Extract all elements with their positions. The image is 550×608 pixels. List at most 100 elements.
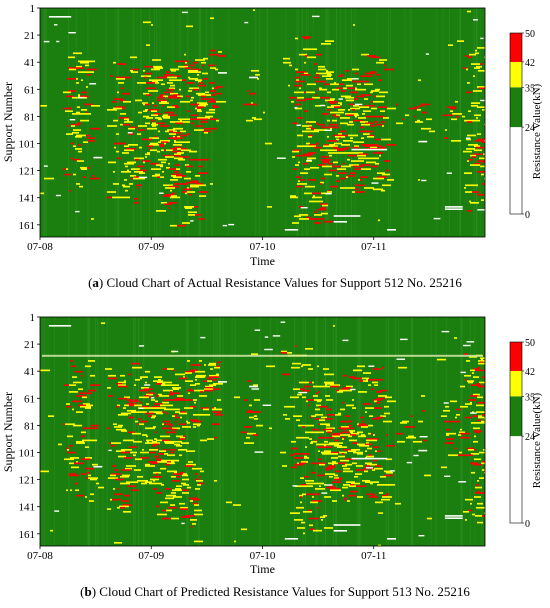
heatmap-cell — [484, 125, 485, 127]
heatmap-cell — [379, 154, 381, 157]
heatmap-cell — [333, 432, 342, 435]
y-tick-label: 161 — [19, 220, 36, 232]
heatmap-cell — [380, 100, 384, 103]
heatmap-cell — [336, 389, 339, 392]
heatmap-streak — [394, 317, 396, 546]
heatmap-cell — [150, 407, 160, 409]
heatmap-cell — [193, 419, 198, 422]
heatmap-cell — [148, 90, 158, 92]
heatmap-cell — [195, 125, 203, 127]
heatmap-cell — [343, 470, 353, 473]
heatmap-cell — [124, 179, 127, 181]
heatmap-cell — [475, 486, 482, 489]
heatmap-cell — [330, 102, 335, 104]
heatmap-cell — [170, 392, 180, 395]
heatmap-cell — [202, 395, 207, 397]
heatmap-cell — [177, 224, 186, 227]
heatmap-cell — [134, 176, 140, 179]
heatmap-cell — [314, 214, 322, 216]
heatmap-cell — [101, 322, 105, 325]
heatmap-cell — [153, 475, 162, 478]
colorbar-segment — [510, 127, 522, 214]
heatmap-gap — [218, 72, 227, 74]
colorbar-tick-label: 50 — [525, 338, 535, 349]
heatmap-cell — [293, 168, 297, 170]
heatmap-cell — [174, 170, 179, 173]
heatmap-streak — [187, 317, 189, 546]
heatmap-cell — [181, 442, 189, 444]
heatmap-cell — [330, 127, 332, 130]
heatmap-cell — [347, 123, 354, 126]
heatmap-cell — [117, 91, 119, 94]
heatmap-cell — [316, 142, 319, 145]
heatmap-cell — [131, 411, 140, 413]
heatmap-cell — [386, 484, 395, 486]
heatmap-cell — [162, 383, 165, 385]
heatmap-cell — [465, 184, 472, 187]
heatmap-cell — [375, 450, 377, 453]
heatmap-cell — [297, 117, 303, 119]
heatmap-cell — [454, 337, 457, 339]
heatmap-cell — [170, 148, 177, 150]
heatmap-cell — [173, 369, 175, 372]
heatmap-cell — [147, 127, 157, 130]
heatmap-cell — [211, 94, 215, 96]
heatmap-cell — [85, 64, 89, 67]
heatmap-cell — [387, 179, 394, 181]
heatmap-cell — [164, 408, 171, 411]
heatmap-cell — [241, 528, 247, 531]
heatmap-cell — [177, 152, 184, 154]
heatmap-cell — [484, 512, 485, 514]
heatmap-cell — [202, 72, 208, 75]
heatmap-cell — [368, 432, 371, 435]
heatmap-cell — [480, 165, 485, 168]
heatmap-cell — [156, 164, 163, 166]
heatmap-cell — [216, 365, 220, 368]
heatmap-cell — [253, 384, 258, 386]
heatmap-cell — [324, 444, 326, 447]
heatmap-cell — [332, 461, 336, 463]
heatmap-cell — [302, 36, 311, 38]
heatmap-cell — [129, 133, 134, 135]
heatmap-cell — [295, 76, 300, 79]
heatmap-cell — [445, 405, 449, 408]
heatmap-cell — [317, 218, 324, 220]
heatmap-cell — [63, 91, 71, 94]
heatmap-cell — [310, 528, 315, 531]
heatmap-cell — [131, 489, 139, 492]
heatmap-gap — [466, 341, 475, 343]
heatmap-cell — [312, 428, 319, 431]
heatmap-cell — [164, 91, 173, 94]
heatmap-cell — [78, 94, 80, 96]
heatmap-cell — [181, 482, 186, 485]
heatmap-cell — [198, 94, 204, 96]
heatmap-cell — [334, 152, 340, 154]
heatmap-cell — [293, 388, 300, 391]
heatmap-cell — [297, 183, 302, 185]
heatmap-cell — [455, 447, 457, 450]
heatmap-cell — [136, 184, 142, 187]
heatmap-cell — [194, 513, 203, 516]
heatmap-cell — [247, 380, 251, 382]
heatmap-cell — [466, 148, 475, 150]
heatmap-cell — [297, 462, 299, 465]
heatmap-streak — [442, 8, 444, 237]
heatmap-cell — [341, 74, 343, 76]
heatmap-cell — [361, 168, 371, 170]
heatmap-cell — [203, 380, 207, 382]
heatmap-cell — [81, 91, 87, 94]
heatmap-cell — [304, 457, 309, 459]
y-tick-label: 81 — [24, 420, 35, 432]
heatmap-cell — [152, 102, 154, 104]
heatmap-cell — [191, 364, 201, 366]
heatmap-cell — [473, 153, 483, 156]
heatmap-cell — [306, 216, 311, 219]
heatmap-cell — [335, 434, 340, 436]
heatmap-cell — [349, 187, 355, 189]
heatmap-cell — [327, 466, 335, 469]
heatmap-cell — [173, 127, 183, 130]
heatmap-cell — [304, 168, 310, 170]
heatmap-cell — [197, 102, 207, 104]
heatmap-gap — [458, 481, 467, 483]
heatmap-cell — [214, 366, 220, 369]
